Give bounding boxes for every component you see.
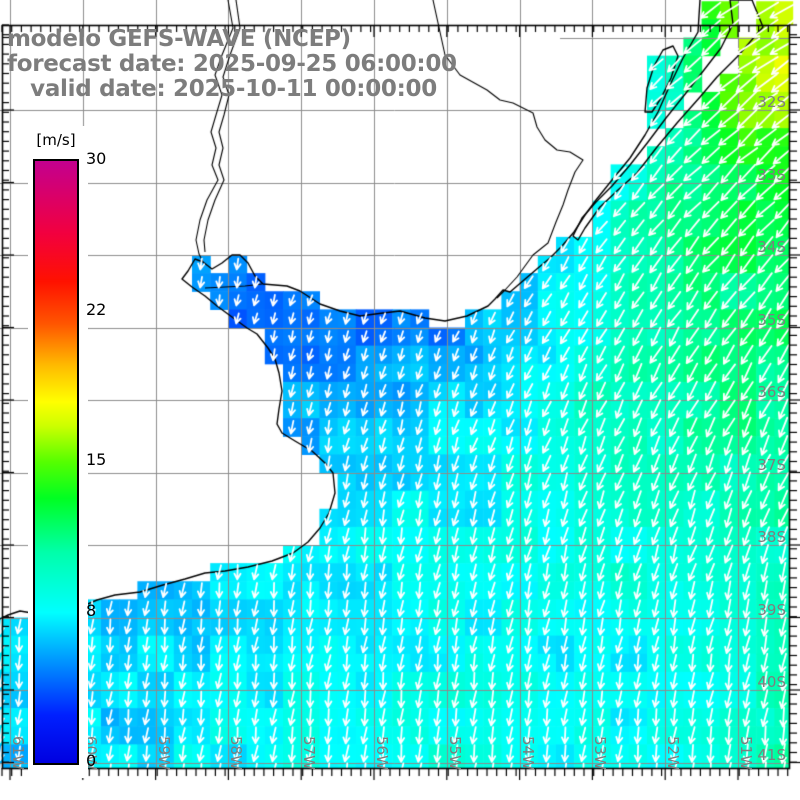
lon-label: 57W [300,736,319,770]
lon-label: 55W [445,736,464,770]
colorbar-tick-label: 8 [86,600,97,620]
colorbar: [m/s] 0 8 15 22 30 [28,126,106,778]
lat-label: 41S [757,745,786,764]
lat-label: 39S [757,600,786,619]
lon-label: 54W [518,736,537,770]
colorbar-tick-label: 22 [86,299,107,319]
lon-label: 61W [9,736,27,770]
colorbar-tick-label: 15 [86,450,107,469]
lon-label: 52W [664,736,683,770]
lat-label: 33S [757,165,786,184]
lon-label: 56W [373,736,391,770]
lon-label: 51W [737,736,755,770]
lat-label: 38S [757,528,786,546]
lon-label: 58W [227,736,246,770]
lon-label: 53W [591,736,610,770]
colorbar-gradient [33,159,79,765]
colorbar-tick-label: 30 [86,149,107,168]
colorbar-units-label: [m/s] [36,131,76,149]
lat-label: 34S [757,238,786,256]
lon-label: 59W [154,736,173,770]
lat-label: 32S [757,93,786,111]
lat-label: 35S [757,310,786,329]
lat-label: 36S [757,383,786,401]
lat-label: 40S [757,673,786,691]
colorbar-tick-label: 0 [86,751,97,770]
lat-label: 37S [757,455,786,474]
